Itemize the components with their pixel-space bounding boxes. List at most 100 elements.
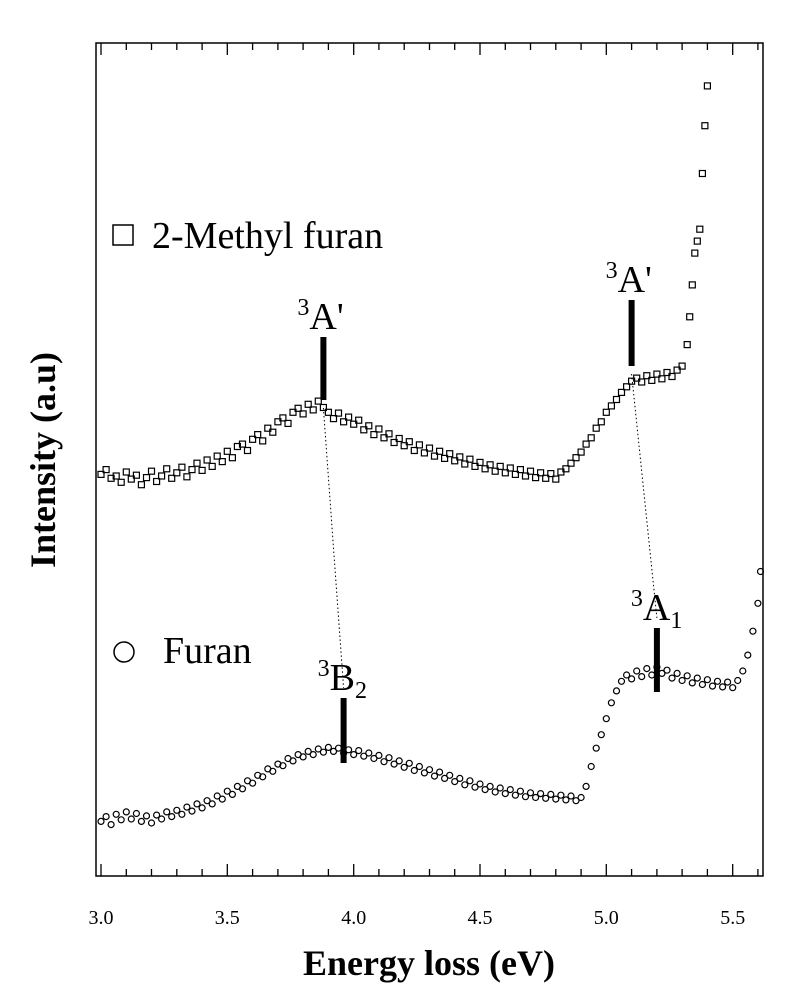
data-point-square [350, 420, 358, 428]
data-point-circle [607, 699, 616, 707]
data-point-square [703, 82, 712, 90]
data-point-circle [718, 683, 727, 691]
data-point-circle [557, 791, 565, 799]
data-point-square [254, 431, 262, 439]
data-point-square [456, 453, 464, 461]
data-point-square [425, 444, 434, 452]
x-tick-label: 3.5 [215, 907, 240, 929]
data-point-circle [597, 731, 605, 739]
data-point-circle [693, 674, 701, 682]
data-point-circle [147, 819, 156, 827]
methylfuran-series [97, 82, 712, 489]
data-point-square [501, 469, 509, 477]
data-point-square [132, 471, 140, 479]
data-point-circle [420, 769, 428, 777]
data-point-square [415, 441, 423, 449]
data-point-square [511, 470, 520, 478]
data-point-circle [612, 687, 621, 695]
data-point-square [481, 465, 489, 473]
data-point-square [441, 454, 449, 462]
data-point-circle [370, 754, 378, 763]
x-tick-label: 4.0 [341, 907, 366, 929]
data-point-square [698, 169, 707, 178]
state-marker-bar [320, 337, 327, 400]
data-point-square [531, 474, 540, 482]
data-point-square [249, 435, 257, 443]
data-point-circle [208, 800, 216, 808]
data-point-circle [496, 784, 504, 792]
data-point-square [701, 122, 709, 130]
data-point-square [400, 442, 408, 450]
data-point-square [259, 437, 267, 445]
data-point-square [142, 474, 151, 482]
data-point-circle [471, 783, 479, 791]
data-point-circle [723, 678, 732, 686]
data-point-circle [132, 809, 140, 818]
data-point-square [163, 465, 171, 473]
data-point-square [521, 472, 530, 480]
data-point-square [572, 454, 580, 462]
data-point-square [476, 458, 484, 466]
data-point-square [663, 368, 671, 377]
data-point-square [193, 459, 201, 467]
y-axis-title: Intensity (a.u) [23, 352, 63, 568]
data-point-circle [299, 753, 307, 761]
data-point-square [405, 438, 413, 446]
data-point-circle [410, 766, 418, 775]
data-point-circle [627, 675, 636, 683]
data-point-circle [350, 750, 358, 759]
data-point-circle [734, 676, 742, 685]
data-point-square [117, 478, 125, 486]
data-point-circle [526, 789, 535, 797]
data-point-circle [355, 746, 363, 755]
data-point-square [617, 388, 626, 396]
plot-frame [95, 42, 764, 877]
correlation-line [631, 373, 658, 619]
data-point-circle [430, 772, 439, 780]
x-axis-title: Energy loss (eV) [303, 943, 555, 983]
data-point-square [638, 378, 646, 386]
data-point-circle [673, 669, 681, 678]
data-point-circle [324, 743, 332, 752]
data-point-circle [395, 757, 403, 765]
data-point-square [243, 446, 252, 455]
data-point-square [345, 413, 353, 421]
data-point-circle [683, 672, 691, 680]
data-point-circle [425, 766, 434, 774]
data-point-square [304, 400, 312, 408]
data-point-circle [289, 757, 297, 765]
data-point-circle [238, 785, 247, 793]
data-point-circle [365, 749, 373, 757]
data-point-square [102, 466, 110, 474]
data-point-circle [163, 808, 171, 816]
data-point-square [547, 470, 555, 478]
state-label: 3B2 [318, 656, 367, 704]
data-point-circle [451, 777, 459, 786]
data-point-square [137, 481, 145, 489]
data-point-circle [112, 810, 120, 818]
state-label: 3A' [606, 258, 652, 301]
data-point-circle [127, 815, 135, 823]
data-point-square [370, 431, 378, 439]
data-point-circle [456, 774, 464, 783]
data-point-circle [269, 767, 277, 775]
data-point-square [491, 467, 499, 475]
data-point-circle [153, 811, 161, 819]
data-point-square [385, 430, 393, 438]
data-point-square [158, 472, 166, 480]
state-marker-bar [653, 628, 660, 692]
data-point-square [678, 362, 686, 370]
data-point-circle [622, 671, 631, 679]
data-point-square [526, 467, 535, 475]
data-point-square [264, 424, 272, 432]
data-point-circle [592, 744, 600, 752]
data-point-circle [562, 796, 570, 804]
data-point-circle [506, 785, 514, 794]
data-point-square [410, 446, 418, 455]
data-point-square [612, 395, 621, 404]
data-point-square [653, 370, 661, 378]
state-marker-bar [340, 698, 347, 763]
data-point-circle [713, 677, 722, 685]
data-point-square [188, 466, 196, 474]
data-point-circle [688, 679, 696, 687]
